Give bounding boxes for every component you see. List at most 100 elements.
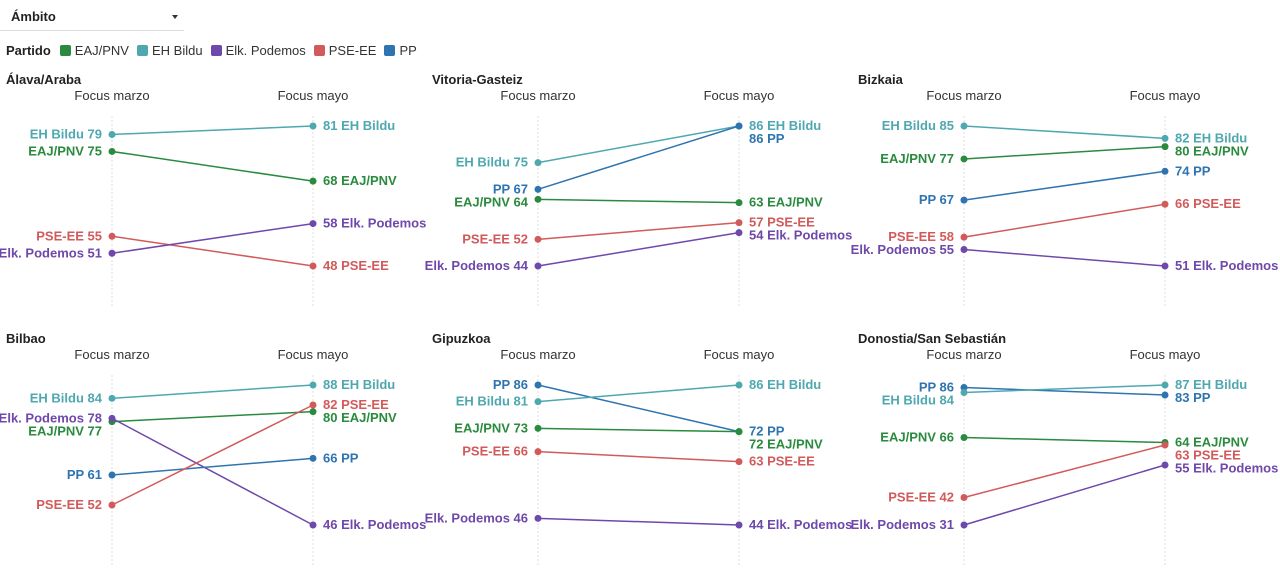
point-right-eaj-pnv — [1161, 143, 1169, 151]
series-line-eh-bildu — [963, 384, 1166, 394]
point-left-pse-ee — [534, 448, 542, 456]
data-label-left-pse-ee: PSE-EE 52 — [462, 231, 528, 246]
data-label-right-eh-bildu: 86 EH Bildu — [749, 118, 821, 133]
data-label-right-eh-bildu: 82 EH Bildu — [1175, 130, 1247, 145]
series-line-elk-podemos — [963, 464, 1166, 526]
point-right-elk-podemos — [309, 220, 317, 228]
data-label-right-pse-ee: 82 PSE-EE — [323, 397, 389, 412]
point-left-eaj-pnv — [108, 147, 116, 155]
point-right-pp — [735, 122, 743, 130]
point-left-pse-ee — [108, 232, 116, 240]
series-line-pse-ee — [537, 450, 740, 463]
data-label-left-elk-podemos: Elk. Podemos 51 — [0, 245, 102, 260]
data-label-right-eh-bildu: 87 EH Bildu — [1175, 377, 1247, 392]
data-label-right-pse-ee: 57 PSE-EE — [749, 215, 815, 230]
data-label-left-pp: PP 86 — [493, 377, 528, 392]
data-label-left-elk-podemos: Elk. Podemos 78 — [0, 410, 102, 425]
point-left-pp — [960, 196, 968, 204]
point-right-pp — [1161, 167, 1169, 175]
column-header-right: Focus mayo — [278, 88, 349, 103]
point-right-elk-podemos — [1161, 461, 1169, 469]
point-right-pse-ee — [735, 458, 743, 466]
legend-item-elk-podemos[interactable]: Elk. Podemos — [210, 43, 306, 58]
legend-item-pp[interactable]: PP — [384, 43, 417, 58]
series-line-elk-podemos — [111, 222, 314, 255]
point-left-eaj-pnv — [534, 424, 542, 432]
legend-item-eh-bildu[interactable]: EH Bildu — [136, 42, 203, 58]
data-label-left-pse-ee: PSE-EE 66 — [462, 444, 528, 459]
point-right-elk-podemos — [309, 521, 317, 529]
panel-title-bilbao: Bilbao — [6, 331, 46, 346]
panel-title-donostia-san-sebasti-n: Donostia/San Sebastián — [858, 331, 1006, 346]
data-label-left-elk-podemos: Elk. Podemos 55 — [851, 242, 954, 257]
point-left-eh-bildu — [534, 159, 542, 167]
column-header-left: Focus marzo — [926, 347, 1001, 362]
point-right-eaj-pnv — [735, 428, 743, 436]
data-label-left-elk-podemos: Elk. Podemos 31 — [851, 517, 954, 532]
data-label-left-eaj-pnv: EAJ/PNV 66 — [880, 430, 954, 445]
point-right-pse-ee — [735, 219, 743, 227]
data-label-right-pse-ee: 48 PSE-EE — [323, 258, 389, 273]
legend-item-eaj-pnv[interactable]: EAJ/PNV — [59, 42, 129, 58]
data-label-left-pse-ee: PSE-EE 58 — [888, 229, 954, 244]
point-right-eaj-pnv — [735, 199, 743, 207]
column-header-right: Focus mayo — [278, 347, 349, 362]
data-label-left-eh-bildu: EH Bildu 75 — [456, 155, 528, 170]
data-label-left-eh-bildu: EH Bildu 85 — [882, 118, 954, 133]
legend-item-label: EAJ/PNV — [74, 42, 129, 58]
point-right-eh-bildu — [735, 381, 743, 389]
legend-swatch — [136, 44, 148, 56]
legend-item-label: EH Bildu — [151, 42, 203, 58]
data-label-right-elk-podemos: 54 Elk. Podemos — [749, 228, 852, 243]
point-right-pp — [309, 454, 317, 462]
series-line-pse-ee — [537, 221, 740, 241]
data-label-left-pse-ee: PSE-EE 55 — [36, 228, 102, 243]
point-left-eaj-pnv — [534, 195, 542, 203]
data-label-left-pse-ee: PSE-EE 42 — [888, 490, 954, 505]
data-label-right-eaj-pnv: 63 EAJ/PNV — [749, 195, 823, 210]
ambito-dropdown[interactable]: Ámbito — [0, 2, 184, 31]
data-label-left-eaj-pnv: EAJ/PNV 77 — [28, 423, 102, 438]
data-label-right-pp: 83 PP — [1175, 390, 1211, 405]
series-line-eaj-pnv — [963, 145, 1166, 160]
data-label-left-pp: PP 86 — [919, 380, 954, 395]
point-left-elk-podemos — [534, 262, 542, 270]
series-line-pse-ee — [963, 444, 1166, 499]
data-label-right-eh-bildu: 88 EH Bildu — [323, 377, 395, 392]
series-line-pp — [111, 457, 314, 476]
point-left-eaj-pnv — [960, 434, 968, 441]
series-line-elk-podemos — [537, 517, 740, 526]
point-left-elk-podemos — [534, 514, 542, 522]
legend-title: Partido — [6, 42, 51, 58]
series-line-eaj-pnv — [537, 198, 740, 204]
panel-title-gipuzkoa: Gipuzkoa — [432, 331, 491, 346]
legend: Partido EAJ/PNV EH Bildu Elk. Podemos PS… — [6, 41, 425, 59]
data-label-left-elk-podemos: Elk. Podemos 44 — [425, 258, 529, 273]
data-label-right-eaj-pnv: 80 EAJ/PNV — [323, 410, 397, 425]
point-left-pp — [534, 185, 542, 193]
data-label-left-eh-bildu: EH Bildu 84 — [30, 390, 103, 405]
panel-title-bizkaia: Bizkaia — [858, 72, 904, 87]
series-line-pse-ee — [111, 404, 314, 506]
point-left-elk-podemos — [108, 414, 116, 422]
point-right-elk-podemos — [735, 229, 743, 237]
data-label-right-eaj-pnv: 72 EAJ/PNV — [749, 437, 823, 452]
series-line-eh-bildu — [963, 125, 1166, 140]
panel-title-vitoria-gasteiz: Vitoria-Gasteiz — [432, 72, 523, 87]
data-label-right-elk-podemos: 44 Elk. Podemos — [749, 517, 852, 532]
legend-item-pse-ee[interactable]: PSE-EE — [313, 43, 376, 58]
data-label-right-pp: 86 PP — [749, 131, 785, 146]
point-left-pse-ee — [108, 501, 116, 509]
legend-swatch — [313, 44, 325, 56]
series-line-eh-bildu — [537, 384, 740, 403]
point-left-eh-bildu — [108, 130, 116, 138]
point-right-pse-ee — [309, 262, 317, 270]
data-label-left-eh-bildu: EH Bildu 84 — [882, 393, 955, 408]
point-left-pp — [108, 471, 116, 479]
point-right-eh-bildu — [1161, 381, 1169, 389]
series-line-pp — [537, 384, 740, 433]
point-right-elk-podemos — [1161, 262, 1169, 270]
data-label-left-eh-bildu: EH Bildu 79 — [30, 126, 102, 141]
series-line-eh-bildu — [111, 384, 314, 400]
data-label-right-elk-podemos: 55 Elk. Podemos — [1175, 461, 1278, 476]
